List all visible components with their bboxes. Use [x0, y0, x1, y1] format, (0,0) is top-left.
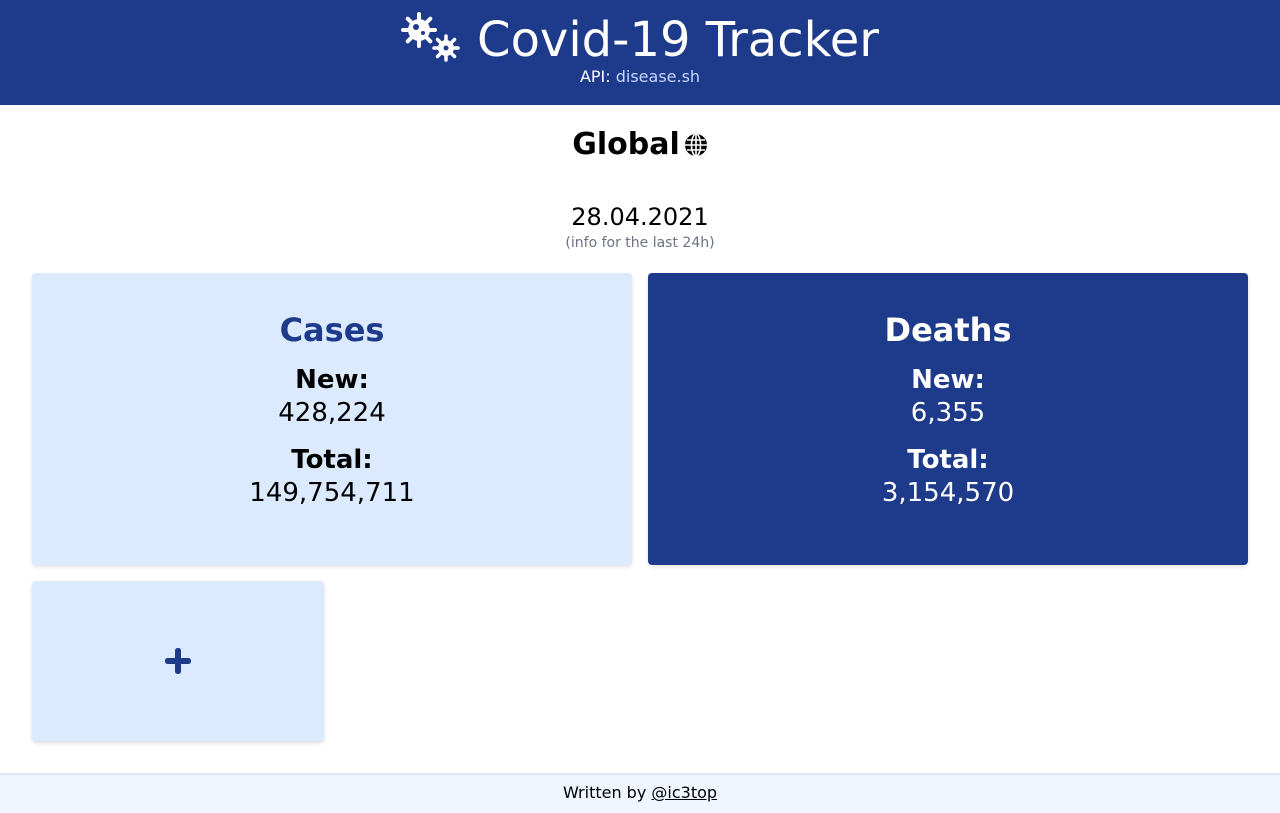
footer-prefix: Written by — [562, 783, 647, 802]
deaths-new-value: 6,355 — [910, 398, 986, 428]
cases-total-label: Total: — [291, 445, 373, 475]
deaths-total-label: Total: — [907, 445, 989, 475]
cases-new-label: New: — [295, 365, 369, 395]
report-date: 28.04.2021 — [571, 203, 709, 231]
deaths-total-value: 3,154,570 — [881, 478, 1015, 508]
virus-icon — [401, 12, 460, 62]
add-country-card-button[interactable] — [32, 581, 324, 741]
header-title-row: Covid-19 Tracker — [0, 10, 1280, 70]
deaths-card: Deaths New: 6,355 Total: 3,154,570 — [648, 273, 1248, 565]
page-footer: Written by @ic3top — [0, 773, 1280, 813]
cases-new-value: 428,224 — [278, 398, 386, 428]
app-title: Covid-19 Tracker — [477, 12, 879, 68]
globe-icon — [684, 133, 707, 157]
region-heading: Global — [0, 126, 1280, 164]
api-credit: API: disease.sh — [0, 66, 1280, 88]
region-name: Global — [572, 127, 680, 162]
author-link[interactable]: @ic3top — [651, 783, 718, 802]
deaths-new-label: New: — [911, 365, 985, 395]
plus-icon — [165, 648, 191, 674]
cases-total-value: 149,754,711 — [249, 478, 415, 508]
api-prefix: API: — [579, 67, 611, 86]
deaths-title: Deaths — [884, 311, 1012, 349]
date-subnote: (info for the last 24h) — [565, 235, 715, 251]
api-link[interactable]: disease.sh — [615, 67, 701, 86]
cases-title: Cases — [279, 311, 385, 349]
app-header: Covid-19 Tracker API: disease.sh — [0, 0, 1280, 105]
cases-card: Cases New: 428,224 Total: 149,754,711 — [32, 273, 632, 565]
